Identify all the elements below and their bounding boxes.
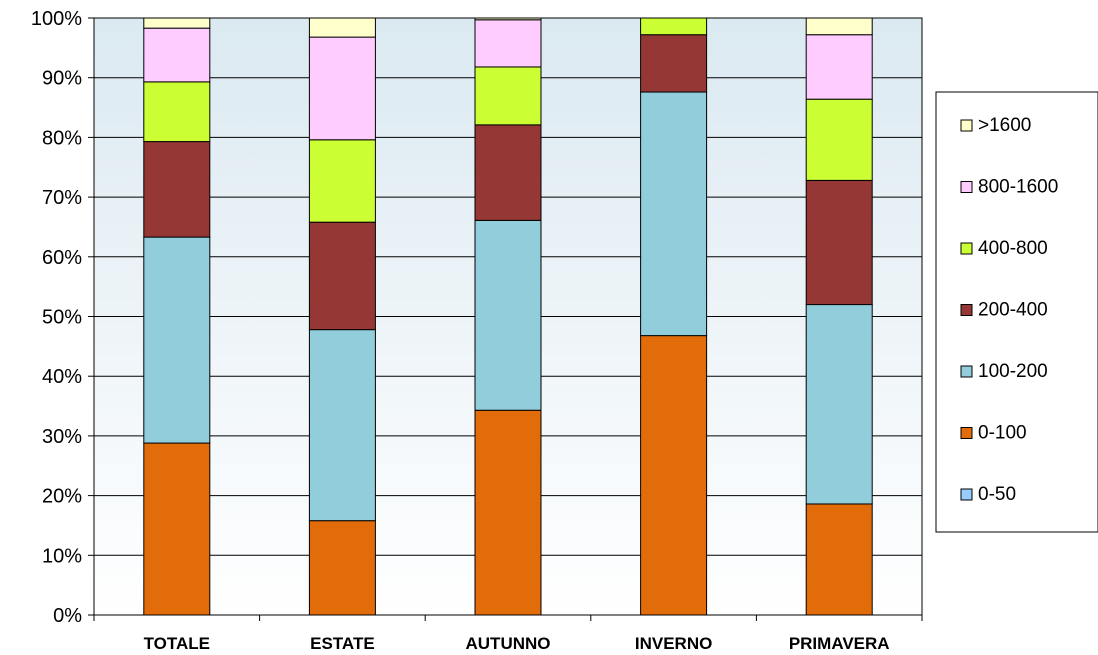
bar-segment	[143, 442, 211, 616]
bar-segment	[474, 17, 542, 21]
bar-segment	[308, 139, 376, 223]
y-tick-label: 60%	[42, 247, 82, 269]
legend-label: >1600	[978, 115, 1031, 136]
bar-segment	[805, 98, 873, 181]
bar-segment	[143, 236, 211, 444]
legend: >1600 800-1600 400-800 200-400 100-200 0-100 0…	[935, 91, 1098, 533]
bars-group	[143, 17, 873, 616]
bar-segment	[308, 329, 376, 522]
y-tick-label: 100%	[31, 8, 82, 30]
legend-label: 0-50	[978, 484, 1016, 505]
y-tick-label: 90%	[42, 68, 82, 90]
legend-label: 0-100	[978, 423, 1027, 444]
y-axis: 0% 10% 20% 30% 40% 50% 60% 70% 80% 90% 100%	[31, 8, 94, 627]
y-tick-label: 20%	[42, 486, 82, 508]
bar-segment	[308, 520, 376, 616]
bar-segment	[474, 409, 542, 616]
x-tick-label: PRIMAVERA	[789, 634, 890, 653]
bar-segment	[640, 91, 708, 337]
x-tick-label: ESTATE	[310, 634, 375, 653]
bar-segment	[474, 19, 542, 68]
bar-segment	[143, 141, 211, 238]
bar-segment	[640, 17, 708, 36]
y-tick-label: 40%	[42, 366, 82, 388]
bar-segment	[308, 221, 376, 331]
bar-segment	[640, 34, 708, 93]
legend-swatch	[960, 119, 973, 132]
x-tick-label: TOTALE	[144, 634, 210, 653]
legend-label: 100-200	[978, 361, 1048, 382]
y-tick-label: 0%	[53, 605, 82, 627]
y-tick-label: 30%	[42, 426, 82, 448]
legend-swatch	[960, 427, 973, 439]
bar-segment	[308, 17, 376, 38]
bar-segment	[474, 66, 542, 126]
legend-label: 400-800	[978, 238, 1048, 259]
y-tick-label: 70%	[42, 187, 82, 209]
bar-segment	[805, 503, 873, 616]
y-tick-label: 50%	[42, 307, 82, 329]
bar-segment	[805, 304, 873, 505]
bar-segment	[308, 36, 376, 141]
bar-segment	[805, 17, 873, 36]
legend-swatch	[960, 488, 973, 501]
bar-segment	[143, 17, 211, 29]
y-tick-label: 80%	[42, 127, 82, 149]
bar-segment	[805, 34, 873, 100]
y-tick-label: 10%	[42, 545, 82, 567]
legend-swatch	[960, 181, 973, 193]
bar-segment	[143, 27, 211, 83]
bar-segment	[474, 219, 542, 411]
bar-segment	[143, 81, 211, 143]
legend-label: 800-1600	[978, 177, 1058, 198]
x-axis: TOTALE ESTATE AUTUNNO INVERNO PRIMAVERA	[93, 615, 923, 653]
legend-swatch	[960, 365, 973, 378]
legend-swatch	[960, 242, 973, 255]
bar-segment	[474, 124, 542, 221]
bar-segment	[805, 179, 873, 306]
bar-segment	[640, 335, 708, 616]
x-tick-label: AUTUNNO	[466, 634, 551, 653]
legend-label: 200-400	[978, 300, 1048, 321]
legend-swatch	[960, 304, 973, 316]
x-tick-label: INVERNO	[635, 634, 712, 653]
